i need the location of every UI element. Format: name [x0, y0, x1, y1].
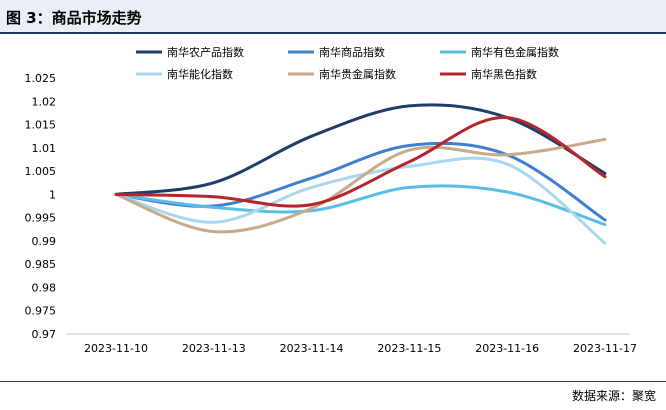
legend-label: 南华能化指数 [167, 67, 233, 81]
series-line [114, 116, 607, 208]
legend-item: 南华有色金属指数 [440, 45, 559, 59]
legend-item: 南华商品指数 [288, 45, 385, 59]
series-line [114, 137, 607, 234]
legend-label: 南华农产品指数 [167, 45, 244, 59]
legend-label: 南华有色金属指数 [471, 45, 559, 59]
legend-item: 南华能化指数 [136, 67, 233, 81]
y-tick-label: 1.005 [25, 165, 57, 178]
x-axis: 2023-11-10 2023-11-13 2023-11-14 2023-11-15… [66, 333, 637, 355]
legend-item: 南华黑色指数 [440, 67, 537, 81]
series-line [114, 103, 607, 196]
y-tick-label: 0.995 [25, 212, 57, 225]
legend-label: 南华黑色指数 [471, 67, 537, 81]
series-line [114, 184, 607, 227]
figure-title: 图 3：商品市场走势 [6, 7, 142, 28]
legend-item: 南华贵金属指数 [288, 67, 396, 81]
series-line [114, 156, 607, 245]
source-value: 聚宽 [631, 389, 656, 403]
bottom-rule [0, 381, 666, 382]
legend-label: 南华贵金属指数 [319, 67, 396, 81]
y-tick-label: 0.985 [25, 258, 57, 271]
x-tick-label: 2023-11-13 [182, 342, 246, 355]
y-axis: 0.97 0.975 0.98 0.985 0.99 0.995 1 1.005 1.01 1.0… [25, 72, 57, 341]
line-chart: 0.97 0.975 0.98 0.985 0.99 0.995 1 1.005 1.01 1.0… [25, 45, 637, 355]
y-tick-label: 1.025 [25, 72, 57, 85]
x-tick-label: 2023-11-10 [84, 342, 148, 355]
y-tick-label: 1.02 [32, 95, 57, 108]
figure-title-text: 商品市场走势 [51, 9, 142, 27]
y-tick-label: 0.975 [25, 305, 57, 318]
source-label: 数据来源： [571, 389, 632, 403]
y-tick-label: 0.98 [32, 281, 57, 294]
source-note: 数据来源：聚宽 [572, 387, 656, 404]
y-tick-label: 1 [49, 188, 56, 201]
y-tick-label: 0.99 [32, 235, 57, 248]
x-tick-label: 2023-11-17 [573, 342, 637, 355]
figure-label: 图 3： [6, 9, 52, 27]
y-tick-label: 1.01 [32, 142, 57, 155]
series-lines [114, 103, 607, 245]
y-tick-label: 0.97 [32, 328, 57, 341]
legend-label: 南华商品指数 [319, 45, 385, 59]
x-tick-label: 2023-11-16 [475, 342, 539, 355]
y-tick-label: 1.015 [25, 119, 57, 132]
legend-item: 南华农产品指数 [136, 45, 244, 59]
x-tick-label: 2023-11-15 [377, 342, 441, 355]
x-tick-label: 2023-11-14 [280, 342, 344, 355]
series-line [114, 141, 607, 222]
figure-title-bar: 图 3：商品市场走势 [0, 0, 666, 34]
